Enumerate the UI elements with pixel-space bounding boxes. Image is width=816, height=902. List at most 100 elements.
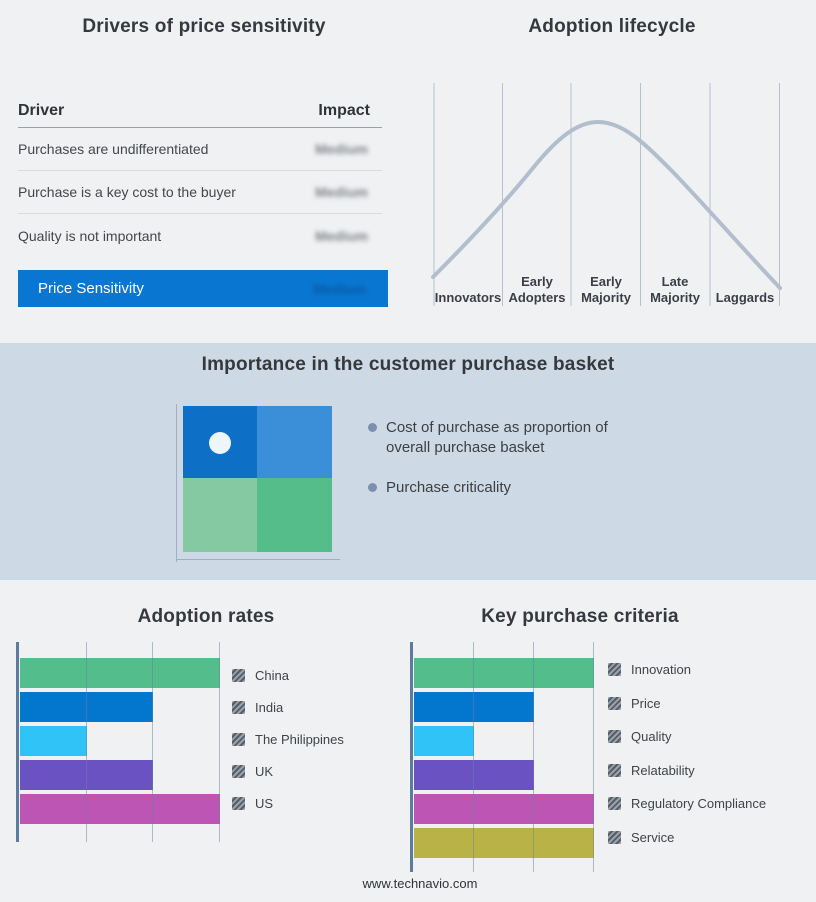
impact-cell-blurred: Medium [315, 141, 368, 157]
legend-label: US [255, 795, 274, 811]
matrix-position-marker [209, 432, 231, 454]
driver-cell: Purchases are undifferentiated [18, 141, 209, 157]
legend-label: India [255, 699, 284, 715]
legend-swatch-hatched-icon [608, 730, 621, 744]
legend-label: The Philippines [255, 731, 344, 747]
bar-relatability [414, 760, 534, 790]
legend-swatch-hatched-icon [232, 732, 245, 746]
stage-label-late-majority: Late Majority [650, 274, 700, 305]
legend-swatch-hatched-icon [232, 764, 245, 778]
legend-item-innovation: Innovation [608, 653, 766, 687]
legend-swatch-hatched-icon [608, 797, 621, 811]
bar-regulatory-compliance [414, 794, 594, 824]
gridline [593, 642, 594, 872]
adoption-rates-chart [20, 642, 220, 842]
stage-label-innovators: Innovators [434, 290, 502, 305]
bar-service [414, 828, 594, 858]
matrix-quadrant-bottom-right [257, 478, 332, 552]
gridline [152, 642, 154, 842]
bullet-dot-icon [368, 423, 377, 432]
matrix-y-axis [176, 404, 177, 562]
legend-item-us: US [232, 787, 344, 819]
table-row: Quality is not important Medium [18, 214, 382, 257]
legend-label: Quality [631, 729, 672, 745]
bullet-text: Purchase criticality [386, 479, 512, 496]
legend-item-uk: UK [232, 755, 344, 787]
drivers-table-header: Driver Impact [18, 94, 382, 128]
stage-label-laggards: Laggards [715, 290, 775, 305]
legend-label: Service [631, 829, 675, 845]
adoption-lifecycle-chart [431, 83, 782, 306]
lifecycle-panel-title: Adoption lifecycle [528, 16, 696, 37]
table-row: Purchase is a key cost to the buyer Medi… [18, 171, 382, 214]
bullet-dot-icon [368, 483, 377, 492]
legend-item-the-philippines: The Philippines [232, 723, 344, 755]
bar-india [20, 692, 154, 722]
lifecycle-gridlines [433, 83, 780, 306]
basket-panel-title: Importance in the customer purchase bask… [201, 354, 615, 375]
matrix-x-axis [176, 559, 340, 560]
legend-label: Relatability [631, 762, 695, 778]
table-row: Purchases are undifferentiated Medium [18, 128, 382, 171]
legend-swatch-hatched-icon [608, 696, 621, 710]
price-sensitivity-impact-blurred: Medium [313, 280, 366, 297]
legend-label: Price [631, 695, 661, 711]
bullet-text: Cost of purchase as proportion of overal… [386, 419, 608, 456]
legend-label: China [255, 667, 289, 683]
legend-swatch-hatched-icon [232, 668, 245, 682]
bar-uk [20, 760, 154, 790]
legend-swatch-hatched-icon [608, 763, 621, 777]
adoption-bell-curve [431, 119, 782, 290]
purchase-basket-band [0, 343, 816, 580]
gridline [85, 642, 87, 842]
drivers-panel-title: Drivers of price sensitivity [82, 16, 326, 37]
key-purchase-criteria-legend: Innovation Price Quality Relatability Regula… [608, 653, 766, 854]
driver-cell: Purchase is a key cost to the buyer [18, 184, 236, 200]
bar-quality [414, 726, 474, 756]
legend-item-price: Price [608, 687, 766, 721]
drivers-table: Driver Impact Purchases are undifferenti… [18, 94, 382, 257]
legend-label: Regulatory Compliance [631, 796, 767, 812]
legend-item-china: China [232, 659, 344, 691]
bar-price [414, 692, 534, 722]
website-url: www.technavio.com [362, 876, 478, 891]
impact-column-header: Impact [318, 101, 370, 119]
gridline [473, 642, 474, 872]
impact-cell-blurred: Medium [315, 227, 368, 244]
legend-swatch-hatched-icon [608, 663, 621, 677]
adoption-rates-title: Adoption rates [137, 606, 275, 627]
gridline [533, 642, 534, 872]
driver-cell: Quality is not important [18, 227, 162, 244]
y-axis-line [16, 642, 19, 842]
legend-swatch-hatched-icon [608, 830, 621, 844]
bar-us [20, 794, 220, 824]
legend-swatch-hatched-icon [232, 796, 245, 810]
impact-cell-blurred: Medium [315, 184, 368, 200]
stage-label-early-adopters: Early Adopters [508, 274, 566, 305]
price-sensitivity-label: Price Sensitivity [38, 280, 144, 297]
legend-item-quality: Quality [608, 720, 766, 754]
y-axis-line [410, 642, 413, 872]
matrix-quadrant-top-right [257, 406, 332, 478]
legend-item-india: India [232, 691, 344, 723]
legend-item-service: Service [608, 821, 766, 855]
basket-bullet-item: Cost of purchase as proportion of overal… [368, 418, 638, 457]
price-sensitivity-summary-row: Price Sensitivity Medium [18, 270, 388, 307]
matrix-quadrant-bottom-left [183, 478, 257, 552]
basket-bullet-item: Purchase criticality [368, 478, 638, 498]
adoption-rates-legend: China India The Philippines UK US [232, 659, 344, 819]
gridline [219, 642, 220, 842]
legend-item-relatability: Relatability [608, 754, 766, 788]
legend-label: Innovation [631, 662, 691, 678]
legend-label: UK [255, 763, 274, 779]
bar-china [20, 658, 220, 688]
key-purchase-criteria-title: Key purchase criteria [481, 606, 679, 627]
purchase-basket-matrix [183, 406, 332, 552]
bar-the-philippines [20, 726, 87, 756]
stage-label-early-majority: Early Majority [581, 274, 631, 305]
key-purchase-criteria-chart [414, 642, 594, 872]
bar-innovation [414, 658, 594, 688]
legend-swatch-hatched-icon [232, 700, 245, 714]
legend-item-regulatory-compliance: Regulatory Compliance [608, 787, 766, 821]
